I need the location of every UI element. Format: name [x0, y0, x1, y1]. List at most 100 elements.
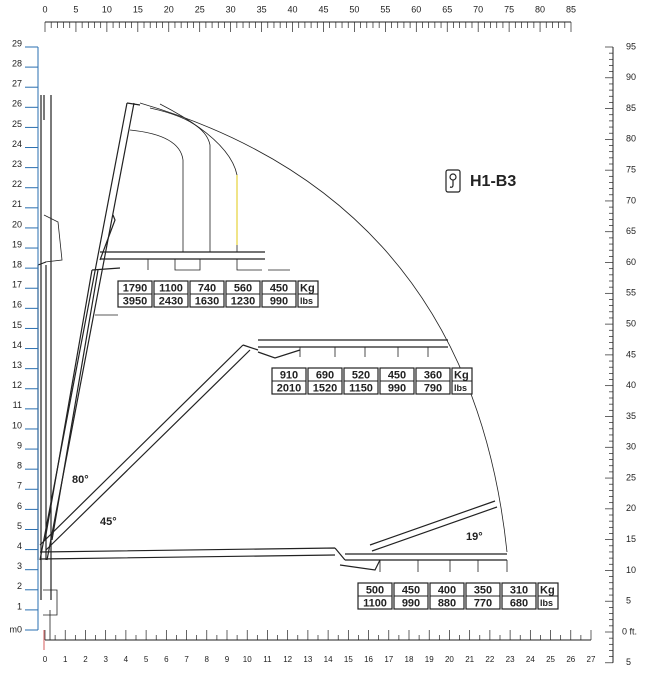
- lbs-unit: lbs: [300, 296, 313, 306]
- model-badge: H1-B3: [445, 169, 516, 193]
- tick-label: 85: [566, 4, 576, 14]
- lbs-value: 1630: [195, 295, 219, 307]
- lbs-value: 770: [474, 597, 492, 609]
- tick-label: 5: [626, 657, 631, 667]
- tick-label: 45: [318, 4, 328, 14]
- tick-label: 7: [17, 481, 22, 491]
- lbs-value: 1100: [363, 597, 387, 609]
- tick-label: 25: [195, 4, 205, 14]
- tick-label: 12: [283, 655, 292, 664]
- tick-label: 15: [12, 320, 22, 330]
- lbs-value: 990: [270, 295, 288, 307]
- tick-label: 8: [205, 655, 210, 664]
- kg-value: 560: [234, 282, 252, 294]
- tick-label: 10: [102, 4, 112, 14]
- tick-label: 21: [12, 199, 22, 209]
- tick-label: 27: [587, 655, 596, 664]
- tick-label: 85: [626, 103, 636, 113]
- tick-label: 35: [257, 4, 267, 14]
- tick-label: 30: [626, 442, 636, 452]
- boom-80deg: [39, 102, 265, 561]
- tick-label: 26: [566, 655, 575, 664]
- kg-unit: Kg: [540, 584, 555, 596]
- tick-label: 17: [384, 655, 393, 664]
- kg-value: 350: [474, 584, 492, 596]
- tick-label: 13: [12, 360, 22, 370]
- lbs-unit: lbs: [540, 598, 553, 608]
- tick-label: 13: [303, 655, 312, 664]
- tick-label: 25: [12, 119, 22, 129]
- tick-label: 28: [12, 58, 22, 68]
- tick-label: 14: [324, 655, 333, 664]
- tick-label: 26: [12, 99, 22, 109]
- kg-value: 360: [424, 369, 442, 381]
- tick-label: 1: [17, 601, 22, 611]
- tick-label: 25: [626, 472, 636, 482]
- tick-label: m0: [9, 624, 22, 634]
- lbs-value: 880: [438, 597, 456, 609]
- tick-label: 60: [626, 257, 636, 267]
- tick-label: 8: [17, 461, 22, 471]
- tick-label: 10: [12, 420, 22, 430]
- tick-label: 30: [226, 4, 236, 14]
- tick-label: 5: [73, 4, 78, 14]
- boom-vertical: [37, 95, 63, 650]
- tick-label: 18: [405, 655, 414, 664]
- lbs-value: 2430: [159, 295, 183, 307]
- lbs-value: 990: [402, 597, 420, 609]
- tick-label: 11: [13, 400, 22, 410]
- tick-label: 50: [626, 318, 636, 328]
- tick-label: 16: [364, 655, 373, 664]
- tick-label: 4: [17, 541, 22, 551]
- angle-label: 80°: [72, 474, 89, 486]
- tick-label: 22: [485, 655, 494, 664]
- tick-label: 2: [83, 655, 88, 664]
- tick-label: 20: [12, 219, 22, 229]
- tick-label: 23: [12, 159, 22, 169]
- tick-label: 0: [42, 4, 47, 14]
- tick-label: 20: [626, 503, 636, 513]
- tick-label: 70: [626, 195, 636, 205]
- tick-label: 65: [626, 226, 636, 236]
- lbs-value: 3950: [123, 295, 147, 307]
- tick-label: 20: [164, 4, 174, 14]
- tick-label: 80: [535, 4, 545, 14]
- tick-label: 1: [63, 655, 68, 664]
- tick-label: 80: [626, 134, 636, 144]
- kg-value: 520: [352, 369, 370, 381]
- tick-label: 0 ft.: [622, 626, 637, 636]
- angle-label: 19°: [466, 531, 483, 543]
- tick-label: 15: [133, 4, 143, 14]
- tick-label: 50: [349, 4, 359, 14]
- lbs-value: 990: [388, 382, 406, 394]
- kg-value: 740: [198, 282, 216, 294]
- model-name: H1-B3: [470, 173, 516, 190]
- tick-label: 17: [12, 280, 22, 290]
- tick-label: 55: [626, 288, 636, 298]
- tick-label: 90: [626, 72, 636, 82]
- tick-label: 12: [12, 380, 22, 390]
- kg-value: 500: [366, 584, 384, 596]
- tick-label: 60: [411, 4, 421, 14]
- tick-label: 5: [626, 596, 631, 606]
- tick-label: 23: [506, 655, 515, 664]
- reach-curves: [129, 102, 508, 553]
- kg-value: 690: [316, 369, 334, 381]
- lbs-value: 680: [510, 597, 528, 609]
- tick-label: 25: [546, 655, 555, 664]
- tick-label: 27: [12, 79, 22, 89]
- tick-label: 10: [626, 565, 636, 575]
- tick-label: 19: [425, 655, 434, 664]
- tick-label: 75: [504, 4, 514, 14]
- tick-label: 45: [626, 349, 636, 359]
- tick-label: 35: [626, 411, 636, 421]
- kg-value: 1100: [159, 282, 183, 294]
- kg-value: 400: [438, 584, 456, 596]
- tick-label: 75: [626, 165, 636, 175]
- tick-label: 5: [144, 655, 149, 664]
- tick-label: 24: [12, 139, 22, 149]
- tick-label: 9: [225, 655, 230, 664]
- boom-horizontal: [39, 500, 507, 571]
- tick-label: 16: [12, 300, 22, 310]
